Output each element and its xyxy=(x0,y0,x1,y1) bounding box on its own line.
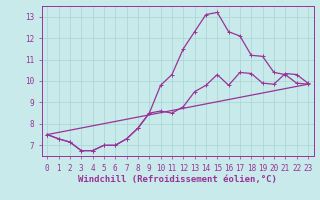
X-axis label: Windchill (Refroidissement éolien,°C): Windchill (Refroidissement éolien,°C) xyxy=(78,175,277,184)
